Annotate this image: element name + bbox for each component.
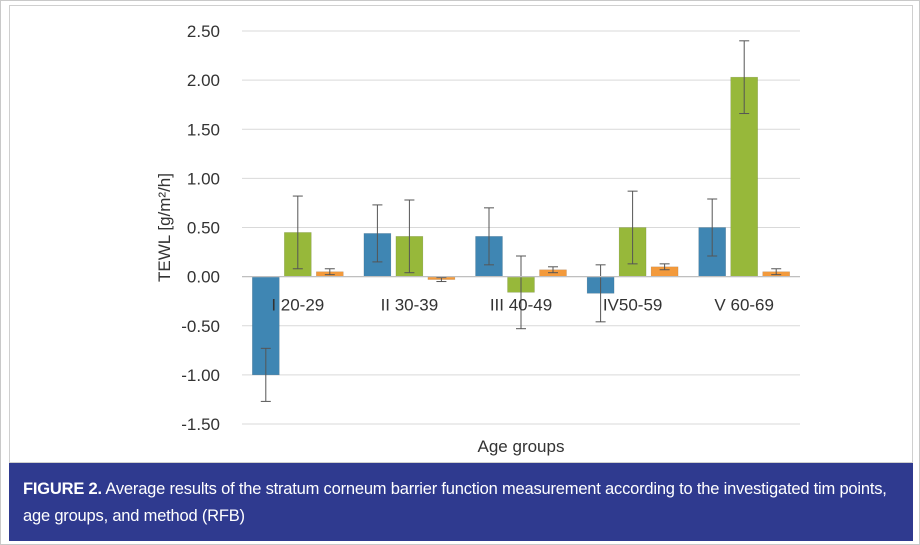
y-tick-label: -1.50 bbox=[181, 415, 220, 434]
category-label: II 30-39 bbox=[381, 296, 439, 315]
y-tick-label: 1.00 bbox=[187, 169, 220, 188]
category-label: I 20-29 bbox=[271, 296, 324, 315]
caption-text: Average results of the stratum corneum b… bbox=[23, 480, 887, 525]
chart-area: 2.50 2.00 1.50 1.00 0.50 0.00 -0.50 -1.00 -1.50 T… bbox=[9, 5, 913, 463]
y-tick-label: 2.00 bbox=[187, 71, 220, 90]
category-label: III 40-49 bbox=[490, 296, 552, 315]
bar-chart: 2.50 2.00 1.50 1.00 0.50 0.00 -0.50 -1.00 -1.50 T… bbox=[155, 22, 800, 456]
figure-caption: FIGURE 2. Average results of the stratum… bbox=[9, 463, 913, 541]
y-axis-title: TEWL [g/m²/h] bbox=[155, 173, 174, 282]
y-tick-label: 2.50 bbox=[187, 22, 220, 41]
x-axis-title: Age groups bbox=[478, 437, 565, 456]
category-label: V 60-69 bbox=[714, 296, 774, 315]
y-tick-label: 0.50 bbox=[187, 219, 220, 238]
y-tick-label: -0.50 bbox=[181, 317, 220, 336]
category-label: IV50-59 bbox=[603, 296, 663, 315]
caption-label: FIGURE 2. bbox=[23, 480, 102, 498]
y-tick-label: 0.00 bbox=[187, 268, 220, 287]
y-tick-label: 1.50 bbox=[187, 120, 220, 139]
y-tick-label: -1.00 bbox=[181, 366, 220, 385]
